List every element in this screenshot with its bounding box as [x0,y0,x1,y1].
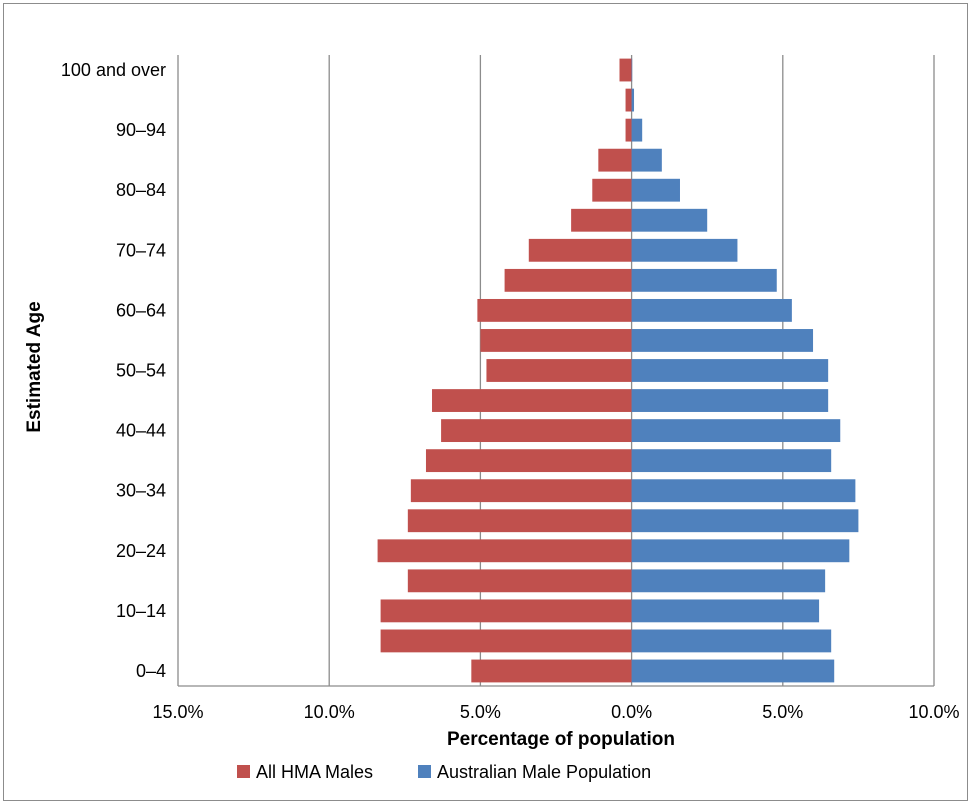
y-tick-label: 60–64 [116,300,166,320]
y-tick-label: 50–54 [116,361,166,381]
bar-left-1 [380,629,632,653]
bar-right-14 [631,238,738,262]
bar-left-2 [380,599,632,623]
x-tick-label: 10.0% [908,702,959,722]
bar-right-10 [631,359,829,382]
bar-right-19 [631,88,635,112]
series-left-bars [377,58,632,683]
legend-swatch-right [418,765,431,778]
bar-left-19 [625,88,632,112]
bar-left-13 [504,268,632,292]
bar-right-2 [631,599,820,623]
bar-left-12 [477,298,632,322]
y-tick-label: 30–34 [116,481,166,501]
x-tick-label: 5.0% [762,702,803,722]
bar-left-18 [625,118,632,142]
bar-right-16 [631,178,680,202]
bar-left-0 [471,659,632,683]
y-tick-label: 0–4 [136,661,166,681]
bar-left-6 [410,479,632,503]
y-tick-label: 100 and over [61,60,166,80]
bar-left-17 [598,148,632,172]
x-tick-label: 15.0% [152,702,203,722]
series-right-bars [631,58,859,683]
y-tick-label: 80–84 [116,180,166,200]
bar-right-15 [631,208,708,232]
x-tick-label: 5.0% [460,702,501,722]
bar-right-17 [631,148,662,172]
y-tick-label: 70–74 [116,240,166,260]
bar-right-6 [631,479,856,503]
bar-right-1 [631,629,832,653]
x-tick-label: 10.0% [304,702,355,722]
x-tick-label: 0.0% [611,702,652,722]
bar-right-0 [631,659,835,683]
bar-right-5 [631,509,859,533]
bar-left-3 [407,569,632,593]
bar-right-3 [631,569,826,593]
bar-left-15 [571,208,632,232]
bar-right-7 [631,449,832,473]
bar-left-14 [528,238,632,262]
y-axis-ticks: 0–4 10–14 20–24 30–34 40–44 50–54 60–64 70–74 80… [61,60,166,681]
legend: All HMA Males Australian Male Population [237,762,651,782]
bar-right-20 [631,58,633,82]
bar-right-4 [631,539,850,563]
legend-swatch-left [237,765,250,778]
bar-left-20 [619,58,632,82]
bar-right-11 [631,329,814,352]
y-tick-label: 10–14 [116,601,166,621]
bar-left-10 [486,359,632,382]
y-tick-label: 90–94 [116,120,166,140]
bar-left-16 [592,178,632,202]
y-axis-title: Estimated Age [24,301,45,432]
bar-left-4 [377,539,632,563]
bar-right-9 [631,389,829,412]
y-tick-label: 20–24 [116,541,166,561]
bar-left-11 [480,329,632,352]
legend-label-right: Australian Male Population [437,762,651,782]
bar-right-8 [631,419,841,443]
bar-right-18 [631,118,643,142]
bar-left-5 [407,509,632,533]
bar-left-7 [425,449,632,473]
bar-left-9 [432,389,632,412]
x-axis-ticks: 15.0% 10.0% 5.0% 0.0% 5.0% 10.0% [152,702,959,722]
bar-right-12 [631,298,792,322]
x-axis-title: Percentage of population [447,729,675,750]
bar-left-8 [441,419,632,443]
legend-label-left: All HMA Males [256,762,373,782]
y-tick-label: 40–44 [116,421,166,441]
bar-right-13 [631,268,777,292]
